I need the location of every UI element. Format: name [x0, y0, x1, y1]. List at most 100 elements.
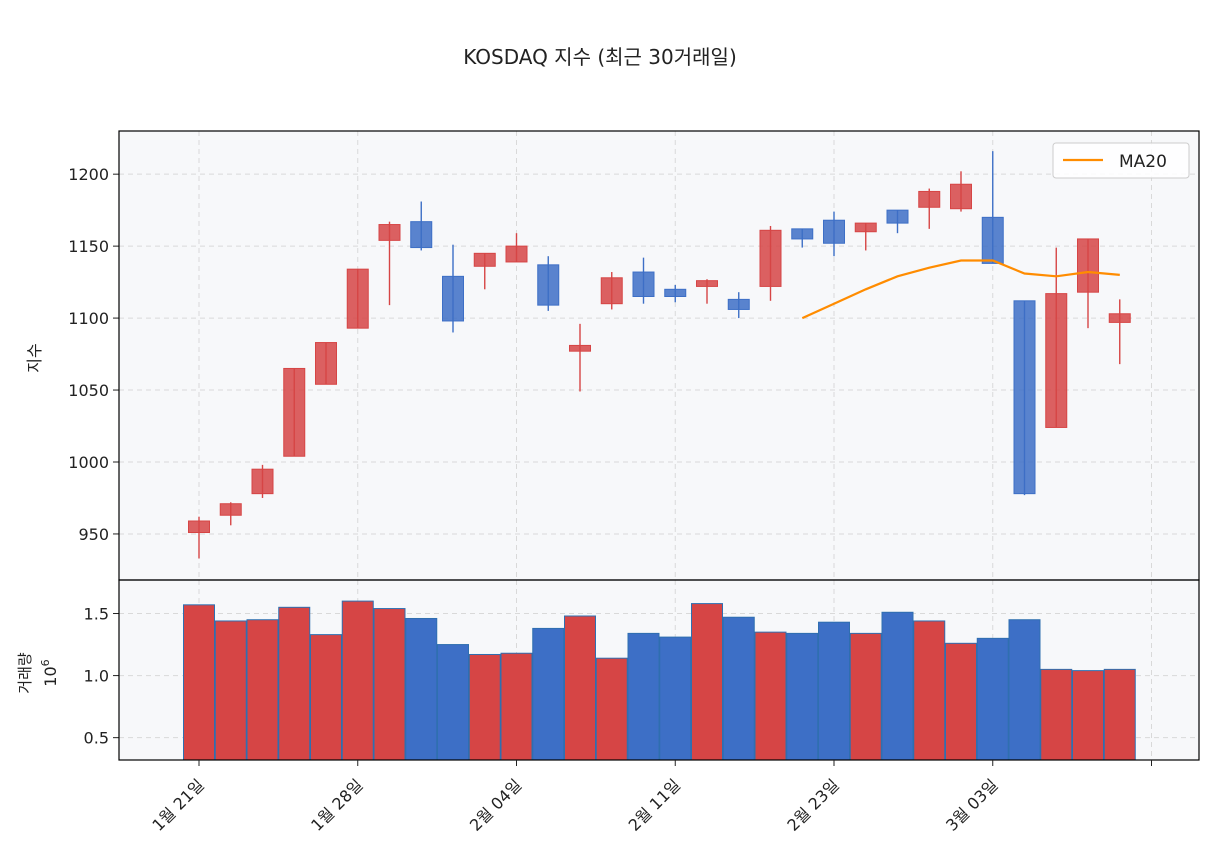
volume-panel-frame: [118, 579, 1200, 761]
candle-body: [251, 468, 274, 495]
candle: [918, 188, 941, 229]
volume-scale-label: 106: [39, 659, 60, 686]
volume-bar: [278, 606, 311, 761]
volume-bar: [1040, 668, 1073, 761]
candle-body: [696, 280, 718, 287]
candle-body: [473, 252, 496, 267]
candle: [1108, 299, 1131, 365]
volume-ylabel: 거래량: [16, 652, 34, 694]
volume-bar: [468, 653, 501, 761]
volume-bar: [881, 611, 914, 761]
volume-ytick-label: 1.0: [84, 667, 109, 686]
candle: [410, 201, 433, 251]
candle: [600, 272, 623, 310]
volume-bar: [627, 632, 660, 761]
candle-body: [854, 222, 877, 233]
candle: [188, 516, 210, 559]
price-ytick-label: 1050: [68, 381, 109, 400]
candle-body: [727, 298, 750, 310]
volume-bar: [532, 627, 565, 761]
x-tick-label: 2월 04일: [466, 775, 525, 834]
candle: [950, 171, 972, 212]
volume-bar: [246, 619, 279, 761]
candle-body: [537, 264, 560, 306]
candle: [346, 268, 369, 329]
candle-body: [188, 520, 210, 534]
price-ytick-label: 1150: [68, 237, 109, 256]
volume-bar: [976, 637, 1009, 761]
volume-bar: [373, 608, 406, 761]
volume-bar: [341, 600, 374, 761]
candle: [505, 233, 528, 263]
candle-body: [600, 277, 623, 305]
candle-body: [791, 228, 814, 240]
volume-bar: [849, 632, 882, 761]
price-ytick-label: 1200: [68, 165, 109, 184]
volume-bar: [1072, 670, 1104, 761]
candle-body: [1013, 300, 1036, 495]
price-ytick-label: 1100: [68, 309, 109, 328]
candle-body: [918, 190, 941, 208]
candle: [823, 211, 845, 257]
x-tick-label: 2월 11일: [625, 775, 684, 834]
volume-bar: [1103, 668, 1136, 761]
candle-body: [346, 268, 369, 329]
candle: [664, 284, 687, 303]
volume-bar: [913, 620, 946, 761]
ma20-line: [801, 259, 1120, 320]
volume-bar: [722, 616, 755, 761]
volume-bar: [786, 632, 819, 761]
candle: [569, 323, 591, 392]
candle-body: [378, 224, 401, 241]
candle: [696, 279, 718, 304]
candle: [632, 257, 655, 304]
candle: [981, 151, 1004, 264]
x-tick-label: 3월 03일: [942, 775, 1001, 834]
candle-body: [1045, 293, 1068, 428]
volume-bar: [659, 636, 692, 761]
x-tick-label: 1월 28일: [307, 775, 366, 834]
price-ylabel: 지수: [25, 343, 44, 372]
candle-body: [886, 209, 909, 224]
candle: [219, 502, 242, 526]
volume-ytick-label: 0.5: [84, 729, 109, 748]
volume-bar: [818, 621, 850, 761]
volume-bar: [754, 631, 787, 761]
candle: [854, 222, 877, 251]
volume-bar: [437, 644, 469, 761]
volume-bar: [500, 652, 533, 761]
candle-body: [1077, 238, 1099, 293]
candle-body: [315, 342, 337, 385]
volume-bar: [405, 617, 438, 761]
volume-scale-exponent: 6: [39, 659, 52, 666]
candle: [1045, 247, 1068, 428]
price-panel-bg: [119, 131, 1199, 580]
candle-body: [759, 229, 782, 287]
candle: [473, 252, 496, 290]
candle-body: [569, 344, 591, 352]
candle-body: [981, 216, 1004, 264]
candle: [315, 342, 337, 385]
candle-body: [283, 367, 306, 457]
candle: [283, 367, 306, 457]
legend: MA20: [1052, 142, 1190, 179]
price-ytick-label: 950: [78, 525, 109, 544]
candle-body: [410, 221, 433, 249]
volume-bar: [564, 615, 596, 761]
volume-bar: [214, 620, 247, 761]
candle-body: [664, 288, 687, 297]
candle-body: [632, 271, 655, 297]
volume-scale-base: 10: [41, 666, 60, 686]
volume-bar: [595, 657, 628, 761]
candle: [759, 225, 782, 301]
candle: [442, 244, 464, 333]
legend-ma20-label: MA20: [1119, 152, 1167, 172]
candle: [537, 256, 560, 311]
candle-body: [505, 245, 528, 263]
volume-bar: [945, 642, 977, 761]
chart-title: KOSDAQ 지수 (최근 30거래일): [463, 45, 737, 69]
x-tick-label: 1월 21일: [148, 775, 207, 834]
volume-bar: [691, 603, 723, 761]
volume-bar: [1008, 619, 1041, 761]
